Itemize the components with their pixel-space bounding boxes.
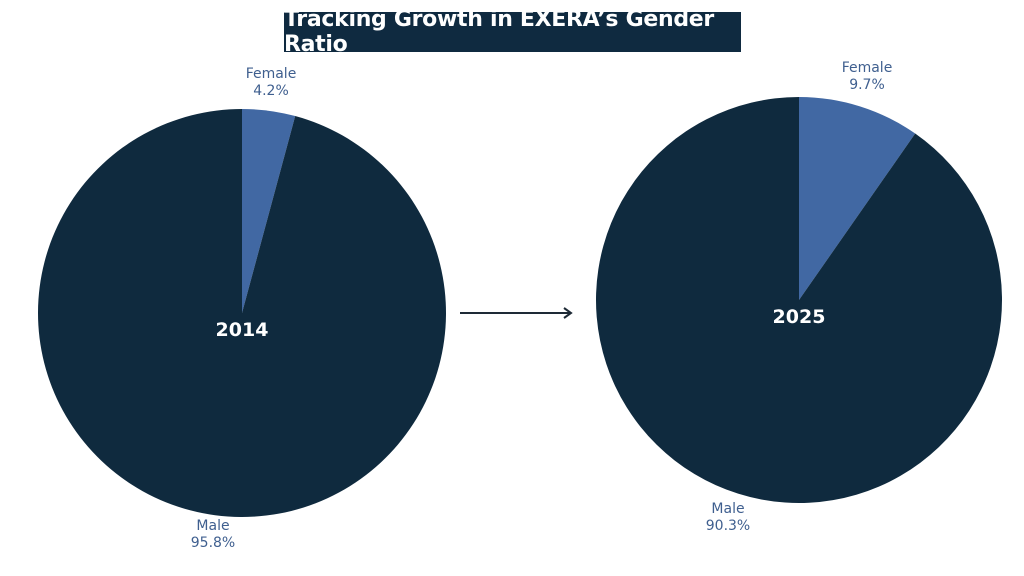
pie-slice-male [38,109,447,517]
pie-2025: 2025 Female 9.7% Male 90.3% [596,60,1002,534]
pie-slice-male [596,96,1002,503]
slice-label-male: Male 95.8% [191,518,235,551]
pie-2014: 2014 Female 4.2% Male 95.8% [38,66,447,551]
pie-center-label: 2014 [216,319,269,341]
pie-slice-female [242,109,296,313]
chart-title: Tracking Growth in EXERA’s Gender Ratio [284,7,714,57]
slice-label-male: Male 90.3% [706,501,750,534]
pie-slice-female [799,97,916,300]
chart-title-banner: Tracking Growth in EXERA’s Gender Ratio [284,7,741,57]
pie-center-label: 2025 [773,306,826,328]
slice-label-female: Female 9.7% [842,60,893,93]
slice-label-female: Female 4.2% [246,66,297,99]
arrow-right-icon [460,307,573,319]
